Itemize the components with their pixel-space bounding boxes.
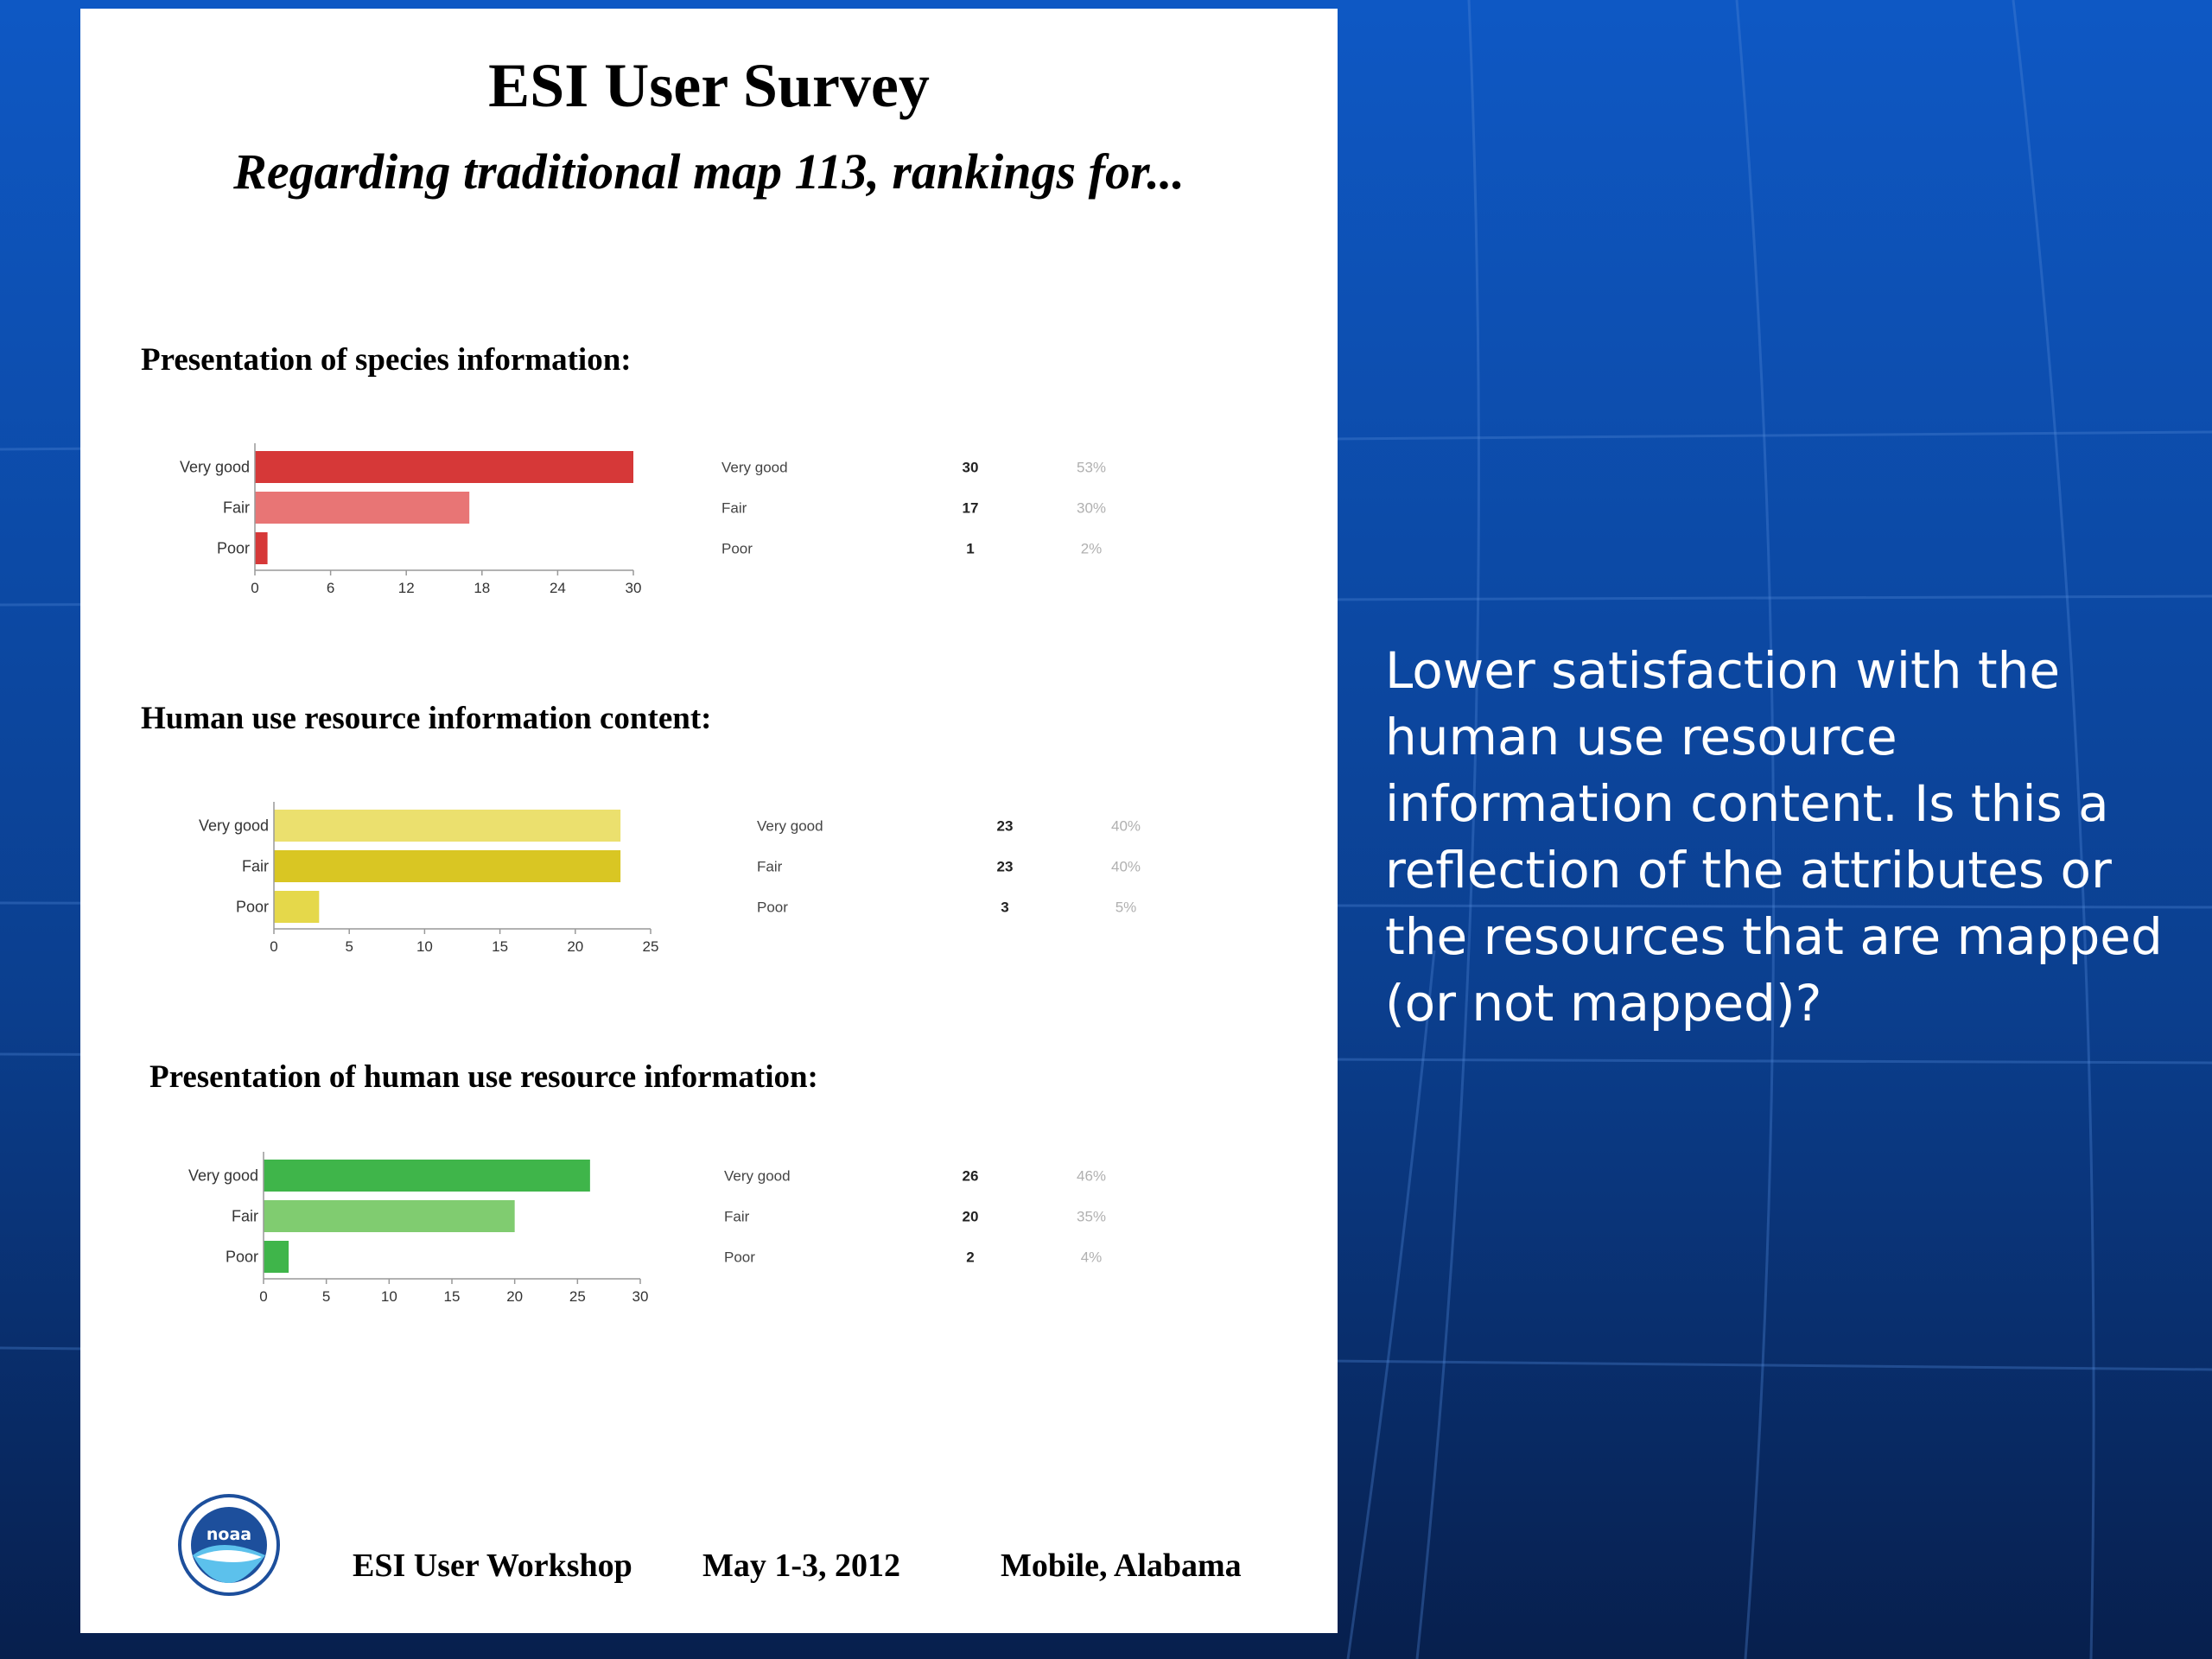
table-category: Very good bbox=[721, 460, 788, 476]
x-tick-label: 30 bbox=[632, 1288, 649, 1305]
noaa-logo: noaa bbox=[178, 1494, 280, 1596]
bar bbox=[274, 810, 621, 842]
footer-event: ESI User Workshop bbox=[353, 1548, 632, 1584]
x-tick-label: 20 bbox=[567, 938, 583, 955]
x-tick-label: 6 bbox=[327, 580, 334, 596]
category-label: Poor bbox=[236, 899, 269, 916]
category-label: Fair bbox=[242, 858, 269, 875]
table-percentage: 53% bbox=[1077, 460, 1106, 476]
table-category: Fair bbox=[721, 500, 747, 517]
footer-dates: May 1-3, 2012 bbox=[702, 1548, 901, 1584]
table-count: 23 bbox=[997, 818, 1014, 835]
bar bbox=[274, 891, 320, 923]
x-tick-label: 12 bbox=[398, 580, 415, 596]
table-percentage: 2% bbox=[1081, 541, 1103, 557]
footer-location: Mobile, Alabama bbox=[1001, 1548, 1242, 1584]
table-count: 2 bbox=[966, 1249, 974, 1266]
table-count: 23 bbox=[997, 859, 1014, 875]
bar bbox=[264, 1241, 289, 1273]
table-category: Fair bbox=[724, 1209, 750, 1225]
x-tick-label: 24 bbox=[550, 580, 566, 596]
x-tick-label: 20 bbox=[506, 1288, 523, 1305]
table-percentage: 40% bbox=[1111, 859, 1141, 875]
table-percentage: 40% bbox=[1111, 818, 1141, 835]
table-category: Very good bbox=[757, 818, 823, 835]
x-tick-label: 18 bbox=[474, 580, 490, 596]
table-category: Very good bbox=[724, 1168, 791, 1185]
category-label: Poor bbox=[226, 1249, 258, 1266]
bar bbox=[264, 1200, 515, 1232]
chart-2-title: Human use resource information content: bbox=[141, 701, 712, 736]
category-label: Fair bbox=[232, 1208, 258, 1225]
x-tick-label: 0 bbox=[251, 580, 258, 596]
category-label: Poor bbox=[217, 540, 250, 557]
bar bbox=[255, 451, 633, 483]
category-label: Very good bbox=[180, 459, 250, 476]
x-tick-label: 15 bbox=[444, 1288, 461, 1305]
category-label: Very good bbox=[188, 1167, 258, 1185]
human-use-content-chart: Very good Very good 23 40% Fair Fair 23 40% Poor… bbox=[199, 802, 1141, 955]
table-count: 30 bbox=[963, 460, 979, 476]
table-percentage: 4% bbox=[1081, 1249, 1103, 1266]
table-category: Fair bbox=[757, 859, 783, 875]
bar bbox=[255, 532, 268, 564]
table-category: Poor bbox=[757, 899, 788, 916]
x-tick-label: 10 bbox=[381, 1288, 397, 1305]
human-use-presentation-chart: Very good Very good 26 46%Fair Fair 20 35%Poor… bbox=[188, 1152, 1106, 1305]
table-count: 3 bbox=[1001, 899, 1008, 916]
table-count: 17 bbox=[963, 500, 979, 517]
bar bbox=[264, 1160, 590, 1192]
document-subtitle: Regarding traditional map 113, rankings … bbox=[233, 143, 1185, 200]
x-tick-label: 0 bbox=[259, 1288, 267, 1305]
x-tick-label: 10 bbox=[416, 938, 433, 955]
slide-comment: Lower satisfaction with the human use re… bbox=[1385, 641, 2163, 1033]
document-title: ESI User Survey bbox=[488, 51, 930, 120]
x-tick-label: 5 bbox=[322, 1288, 330, 1305]
category-label: Fair bbox=[223, 499, 250, 517]
bar bbox=[274, 850, 621, 882]
table-count: 20 bbox=[963, 1209, 979, 1225]
table-count: 1 bbox=[966, 541, 974, 557]
table-percentage: 5% bbox=[1116, 899, 1137, 916]
table-category: Poor bbox=[721, 541, 753, 557]
table-percentage: 35% bbox=[1077, 1209, 1106, 1225]
x-tick-label: 30 bbox=[626, 580, 642, 596]
x-tick-label: 5 bbox=[345, 938, 353, 955]
category-label: Very good bbox=[199, 817, 269, 835]
chart-3-title: Presentation of human use resource infor… bbox=[149, 1059, 818, 1095]
svg-text:noaa: noaa bbox=[207, 1525, 251, 1544]
x-tick-label: 15 bbox=[492, 938, 508, 955]
footer: ESI User Workshop May 1-3, 2012 Mobile, … bbox=[80, 1547, 1338, 1599]
table-percentage: 46% bbox=[1077, 1168, 1106, 1185]
x-tick-label: 0 bbox=[270, 938, 277, 955]
species-information-chart: Very good Very good 30 53% Fair Fair 17 30% Poor… bbox=[180, 443, 1106, 596]
bar bbox=[255, 492, 470, 524]
x-tick-label: 25 bbox=[569, 1288, 586, 1305]
table-category: Poor bbox=[724, 1249, 755, 1266]
table-percentage: 30% bbox=[1077, 500, 1106, 517]
chart-1-title: Presentation of species information: bbox=[141, 342, 632, 378]
survey-document: ESI User Survey Regarding traditional ma… bbox=[80, 9, 1338, 1633]
x-tick-label: 25 bbox=[643, 938, 659, 955]
table-count: 26 bbox=[963, 1168, 979, 1185]
